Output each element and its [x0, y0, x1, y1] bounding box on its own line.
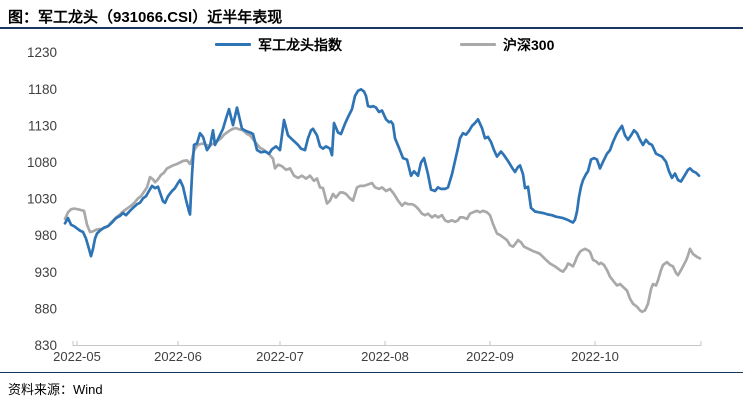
x-axis-label: 2022-10	[571, 349, 619, 364]
y-axis-label: 930	[34, 265, 57, 280]
y-axis-label: 1180	[28, 82, 57, 97]
footer-divider	[0, 372, 743, 373]
legend-label: 军工龙头指数	[258, 36, 342, 53]
x-axis-label: 2022-09	[466, 349, 514, 364]
source-note: 资料来源：Wind	[8, 382, 103, 397]
legend-item-military-index: 军工龙头指数	[215, 35, 342, 55]
legend-swatch-hs300	[460, 42, 496, 47]
legend-item-hs300: 沪深300	[460, 35, 554, 55]
series-line-hs300	[63, 126, 702, 314]
series-line-military-index	[63, 87, 701, 258]
chart-legend: 军工龙头指数 沪深300	[215, 36, 554, 53]
legend-label: 沪深300	[503, 36, 555, 53]
legend-swatch-military-index	[215, 42, 251, 47]
x-axis-label: 2022-07	[256, 349, 304, 364]
x-axis-label: 2022-06	[154, 349, 202, 364]
y-axis-label: 880	[34, 301, 57, 316]
y-axis-label: 1080	[27, 155, 57, 170]
x-axis-label: 2022-05	[53, 349, 101, 364]
chart-title: 图：军工龙头（931066.CSI）近半年表现	[8, 9, 283, 26]
title-divider	[0, 27, 743, 29]
y-axis-label: 830	[34, 338, 57, 353]
y-axis-label: 1130	[28, 118, 57, 133]
y-axis-label: 1230	[27, 45, 57, 60]
x-axis-label: 2022-08	[361, 349, 409, 364]
y-axis-label: 980	[34, 228, 57, 243]
y-axis-label: 1030	[27, 192, 57, 207]
